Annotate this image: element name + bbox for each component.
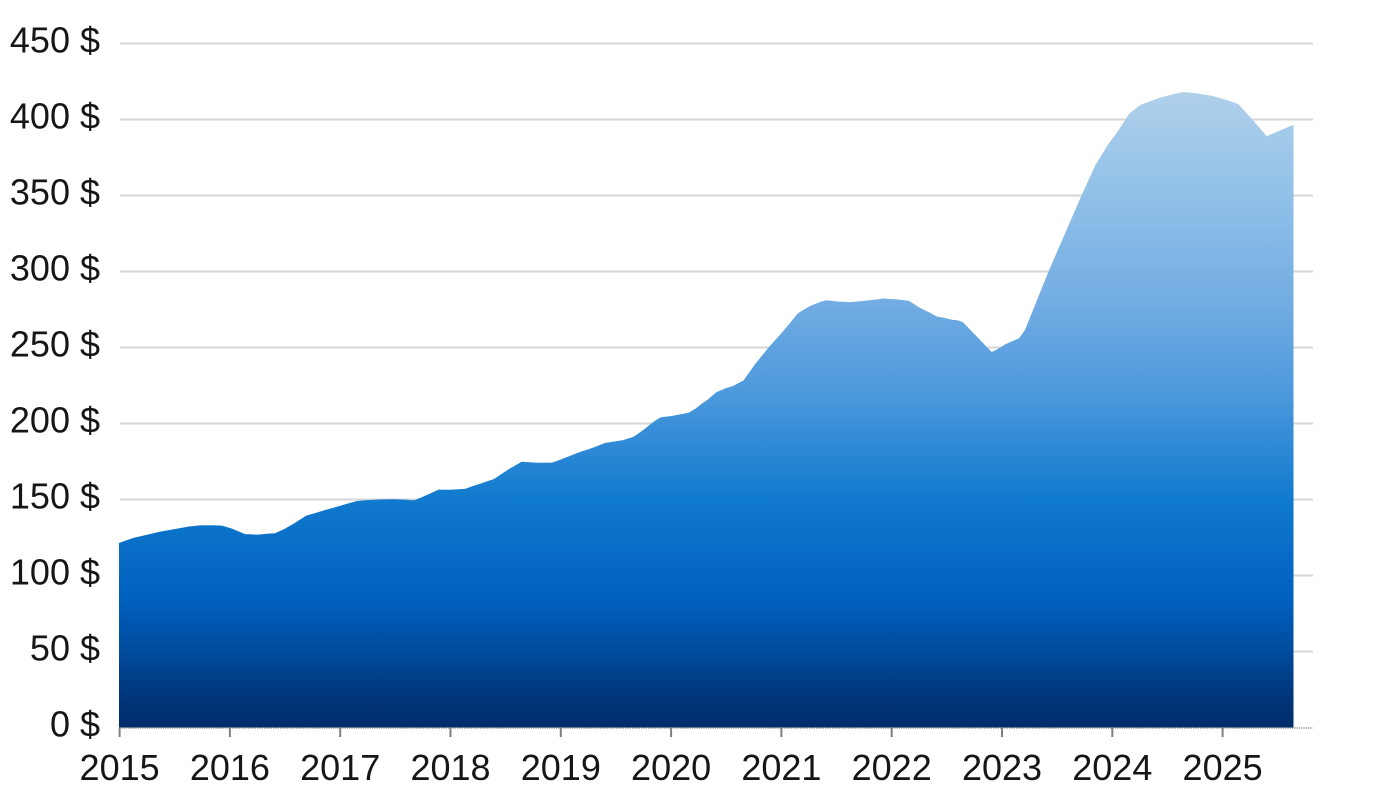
svg-text:2025: 2025	[1183, 747, 1263, 788]
svg-text:200 $: 200 $	[10, 400, 100, 441]
svg-text:2023: 2023	[962, 747, 1042, 788]
svg-text:450 $: 450 $	[10, 20, 100, 61]
svg-text:2020: 2020	[631, 747, 711, 788]
svg-text:50 $: 50 $	[30, 628, 100, 669]
svg-text:350 $: 350 $	[10, 172, 100, 213]
svg-text:400 $: 400 $	[10, 96, 100, 137]
svg-text:2016: 2016	[190, 747, 270, 788]
svg-text:2024: 2024	[1072, 747, 1152, 788]
svg-text:0 $: 0 $	[50, 704, 100, 745]
svg-text:2015: 2015	[80, 747, 160, 788]
svg-text:2021: 2021	[741, 747, 821, 788]
svg-text:300 $: 300 $	[10, 248, 100, 289]
svg-text:2018: 2018	[410, 747, 490, 788]
svg-text:250 $: 250 $	[10, 324, 100, 365]
svg-text:2019: 2019	[521, 747, 601, 788]
svg-text:2017: 2017	[300, 747, 380, 788]
svg-text:100 $: 100 $	[10, 552, 100, 593]
svg-text:150 $: 150 $	[10, 476, 100, 517]
svg-text:2022: 2022	[852, 747, 932, 788]
